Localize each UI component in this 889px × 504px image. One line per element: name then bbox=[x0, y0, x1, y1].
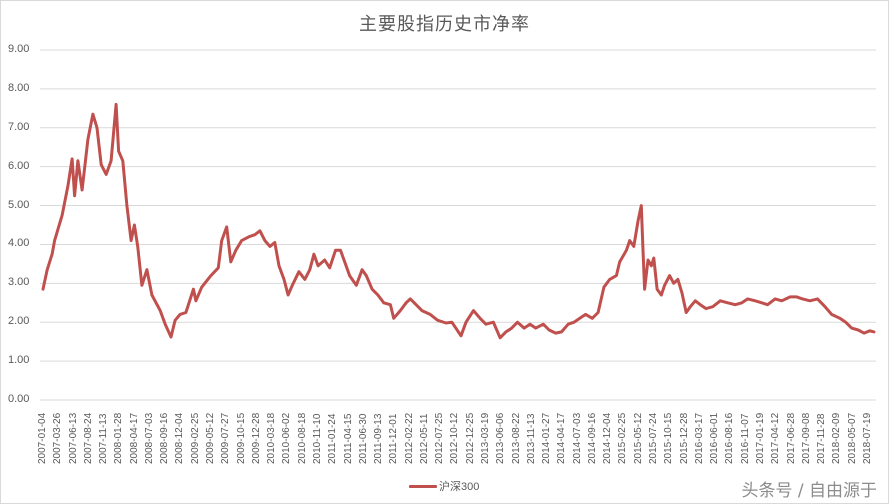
y-tick-label: 9.00 bbox=[8, 43, 30, 55]
y-tick-label: 4.00 bbox=[8, 237, 30, 250]
x-tick-label: 2007-11-13 bbox=[98, 413, 110, 464]
x-tick-label: 2017-11-28 bbox=[816, 413, 828, 464]
y-tick-label: 2.00 bbox=[8, 315, 30, 328]
y-tick-label: 1.00 bbox=[8, 354, 30, 367]
x-tick-label: 2013-08-22 bbox=[510, 412, 522, 464]
x-tick-label: 2007-01-04 bbox=[37, 412, 48, 464]
x-tick-label: 2009-07-27 bbox=[220, 412, 232, 464]
x-tick-label: 2017-01-19 bbox=[754, 412, 766, 464]
x-tick-label: 2012-07-25 bbox=[434, 412, 446, 464]
chart-title: 主要股指历史市净率 bbox=[359, 14, 530, 35]
y-tick-label: 6.00 bbox=[8, 159, 30, 172]
x-tick-label: 2012-12-25 bbox=[464, 412, 476, 464]
x-tick-label: 2013-11-13 bbox=[525, 413, 537, 464]
y-tick-label: 5.00 bbox=[8, 198, 30, 211]
x-tick-label: 2011-04-15 bbox=[342, 413, 354, 464]
legend-label: 沪深300 bbox=[439, 481, 480, 493]
x-tick-label: 2015-12-28 bbox=[678, 412, 690, 464]
x-tick-label: 2014-01-27 bbox=[541, 412, 553, 464]
x-tick-label: 2011-06-30 bbox=[357, 413, 369, 464]
x-tick-label: 2008-12-04 bbox=[174, 412, 186, 464]
x-tick-label: 2015-05-12 bbox=[632, 412, 644, 464]
x-tick-label: 2011-01-24 bbox=[327, 413, 339, 464]
x-tick-label: 2015-02-25 bbox=[617, 412, 629, 464]
x-tick-label: 2008-01-28 bbox=[113, 412, 125, 464]
x-tick-label: 2014-04-17 bbox=[556, 412, 568, 464]
x-tick-label: 2008-07-03 bbox=[143, 412, 155, 464]
y-tick-label: 7.00 bbox=[8, 120, 30, 133]
x-tick-label: 2007-03-26 bbox=[52, 412, 64, 464]
x-tick-label: 2013-06-06 bbox=[495, 412, 507, 464]
x-tick-label: 2018-05-07 bbox=[846, 412, 858, 464]
x-tick-label: 2018-07-19 bbox=[861, 412, 873, 464]
x-tick-label: 2009-12-28 bbox=[250, 412, 262, 464]
x-tick-label: 2014-12-04 bbox=[602, 412, 614, 464]
x-tick-label: 2007-08-24 bbox=[82, 412, 94, 464]
x-tick-label: 2010-03-18 bbox=[266, 412, 278, 464]
y-tick-label: 3.00 bbox=[8, 276, 30, 289]
x-tick-label: 2008-09-16 bbox=[159, 412, 171, 464]
x-tick-label: 2017-04-12 bbox=[770, 412, 782, 464]
series-line-hs300 bbox=[41, 102, 876, 340]
x-tick-label: 2011-09-13 bbox=[373, 413, 385, 464]
x-tick-label: 2008-04-17 bbox=[128, 412, 140, 464]
x-tick-label: 2016-06-01 bbox=[709, 412, 721, 464]
x-tick-label: 2016-11-07 bbox=[739, 413, 751, 464]
x-tick-label: 2010-11-10 bbox=[311, 413, 323, 464]
x-tick-label: 2015-07-24 bbox=[648, 412, 660, 464]
x-tick-label: 2011-12-01 bbox=[388, 413, 400, 464]
x-tick-label: 2014-09-16 bbox=[586, 412, 598, 464]
x-tick-label: 2012-10-12 bbox=[449, 412, 461, 464]
x-tick-label: 2017-09-08 bbox=[800, 412, 812, 464]
x-tick-label: 2016-08-16 bbox=[724, 412, 736, 464]
x-tick-label: 2010-08-18 bbox=[296, 412, 308, 464]
watermark: 头条号 / 自由源于 bbox=[741, 481, 877, 501]
y-tick-label: 8.00 bbox=[8, 81, 30, 94]
x-tick-label: 2013-03-19 bbox=[479, 412, 491, 464]
x-tick-label: 2017-06-28 bbox=[785, 412, 797, 464]
x-tick-label: 2009-10-15 bbox=[235, 412, 247, 464]
x-tick-label: 2009-02-25 bbox=[189, 412, 201, 464]
x-tick-label: 2016-03-17 bbox=[693, 412, 705, 464]
x-tick-label: 2012-02-22 bbox=[403, 412, 415, 464]
x-tick-label: 2015-10-15 bbox=[663, 412, 675, 464]
legend-line-icon bbox=[409, 484, 437, 488]
gridlines bbox=[40, 49, 876, 401]
x-tick-label: 2009-05-12 bbox=[205, 412, 217, 464]
x-tick-label: 2012-05-11 bbox=[418, 413, 430, 464]
y-tick-label: 0.00 bbox=[8, 393, 30, 405]
x-tick-label: 2007-06-13 bbox=[67, 412, 79, 464]
x-tick-label: 2018-02-09 bbox=[831, 412, 843, 464]
legend: 沪深300 bbox=[409, 478, 479, 494]
x-tick-label: 2014-07-03 bbox=[571, 412, 583, 464]
x-tick-label: 2010-06-02 bbox=[281, 412, 293, 464]
